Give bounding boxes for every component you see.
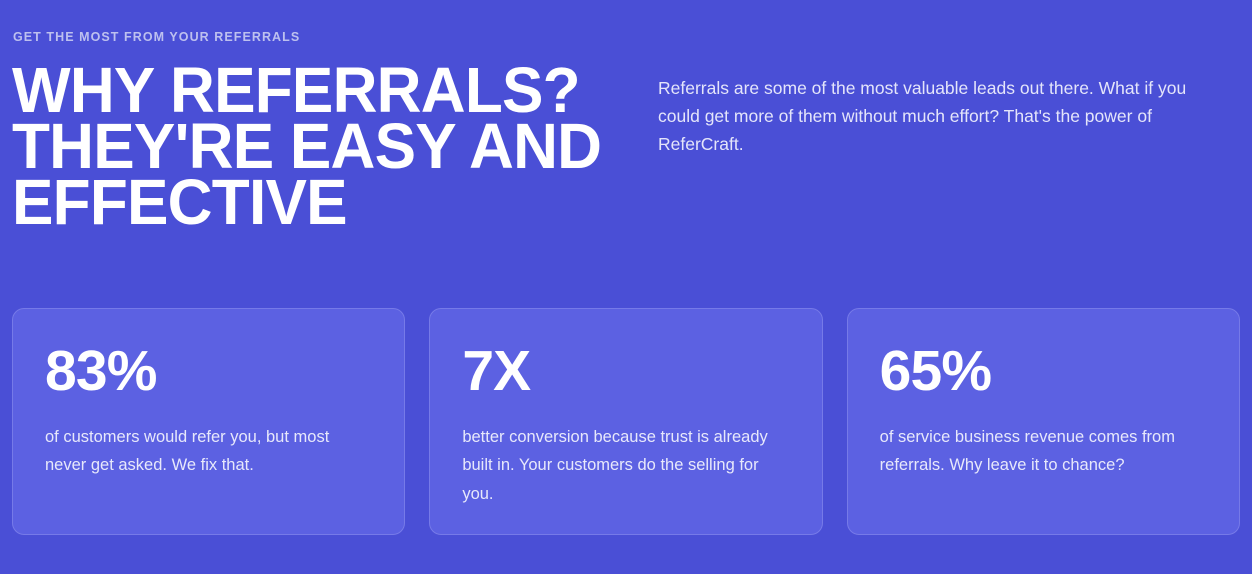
page-title: WHY REFERRALS? THEY'RE EASY AND EFFECTIV… bbox=[12, 53, 602, 239]
stat-description: of service business revenue comes from r… bbox=[879, 428, 1175, 475]
stat-description: of customers would refer you, but most n… bbox=[45, 428, 330, 475]
intro-column: Referrals are some of the most valuable … bbox=[652, 62, 1240, 159]
stat-card: 65% of service business revenue comes fr… bbox=[846, 308, 1240, 535]
stat-value: 7X bbox=[462, 339, 531, 403]
stat-card: 83% of customers would refer you, but mo… bbox=[12, 308, 406, 535]
stat-card: 7X better conversion because trust is al… bbox=[429, 308, 823, 535]
header-grid: WHY REFERRALS? THEY'RE EASY AND EFFECTIV… bbox=[12, 53, 1240, 239]
stat-description: better conversion because trust is alrea… bbox=[462, 428, 768, 503]
section-intro-paragraph: Referrals are some of the most valuable … bbox=[658, 77, 1187, 155]
stat-value: 83% bbox=[45, 339, 157, 403]
stat-card-list: 83% of customers would refer you, but mo… bbox=[12, 308, 1240, 535]
section-eyebrow: GET THE MOST FROM YOUR REFERRALS bbox=[13, 30, 301, 44]
headline-column: WHY REFERRALS? THEY'RE EASY AND EFFECTIV… bbox=[12, 53, 652, 239]
section-header: GET THE MOST FROM YOUR REFERRALS WHY REF… bbox=[12, 0, 1240, 239]
stat-value: 65% bbox=[879, 339, 992, 403]
